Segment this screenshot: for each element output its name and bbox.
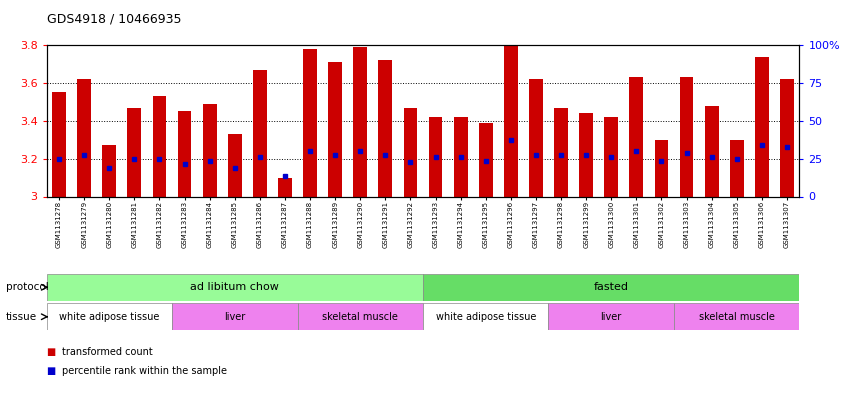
- Bar: [172, 303, 298, 330]
- Bar: [548, 303, 674, 330]
- Bar: [423, 303, 548, 330]
- Bar: [128, 108, 141, 196]
- Bar: [429, 117, 442, 196]
- Text: skeletal muscle: skeletal muscle: [322, 312, 398, 322]
- Text: percentile rank within the sample: percentile rank within the sample: [62, 366, 227, 376]
- Text: liver: liver: [224, 312, 245, 322]
- Bar: [228, 134, 242, 196]
- Bar: [529, 79, 543, 196]
- Text: fasted: fasted: [594, 282, 629, 292]
- Text: liver: liver: [601, 312, 622, 322]
- Text: protocol: protocol: [6, 282, 49, 292]
- Bar: [354, 47, 367, 196]
- Bar: [423, 274, 799, 301]
- Bar: [504, 38, 518, 197]
- Text: ■: ■: [47, 366, 56, 376]
- Bar: [580, 113, 593, 196]
- Bar: [203, 104, 217, 196]
- Bar: [674, 303, 799, 330]
- Bar: [705, 106, 718, 196]
- Bar: [655, 140, 668, 196]
- Bar: [730, 140, 744, 196]
- Bar: [303, 49, 317, 196]
- Text: skeletal muscle: skeletal muscle: [699, 312, 775, 322]
- Bar: [780, 79, 794, 196]
- Bar: [604, 117, 618, 196]
- Text: ■: ■: [47, 347, 56, 357]
- Bar: [328, 62, 342, 196]
- Text: tissue: tissue: [6, 312, 37, 322]
- Bar: [453, 117, 468, 196]
- Bar: [554, 108, 568, 196]
- Text: transformed count: transformed count: [62, 347, 152, 357]
- Bar: [629, 77, 643, 196]
- Bar: [47, 303, 172, 330]
- Bar: [152, 96, 167, 196]
- Bar: [253, 70, 266, 196]
- Bar: [47, 274, 423, 301]
- Text: ad libitum chow: ad libitum chow: [190, 282, 279, 292]
- Bar: [278, 178, 292, 196]
- Bar: [479, 123, 492, 196]
- Bar: [404, 108, 417, 196]
- Text: white adipose tissue: white adipose tissue: [59, 312, 159, 322]
- Text: white adipose tissue: white adipose tissue: [436, 312, 536, 322]
- Bar: [298, 303, 423, 330]
- Bar: [178, 111, 191, 196]
- Bar: [378, 60, 393, 196]
- Bar: [679, 77, 694, 196]
- Text: GDS4918 / 10466935: GDS4918 / 10466935: [47, 13, 181, 26]
- Bar: [755, 57, 769, 196]
- Bar: [52, 92, 66, 196]
- Bar: [77, 79, 91, 196]
- Bar: [102, 145, 116, 196]
